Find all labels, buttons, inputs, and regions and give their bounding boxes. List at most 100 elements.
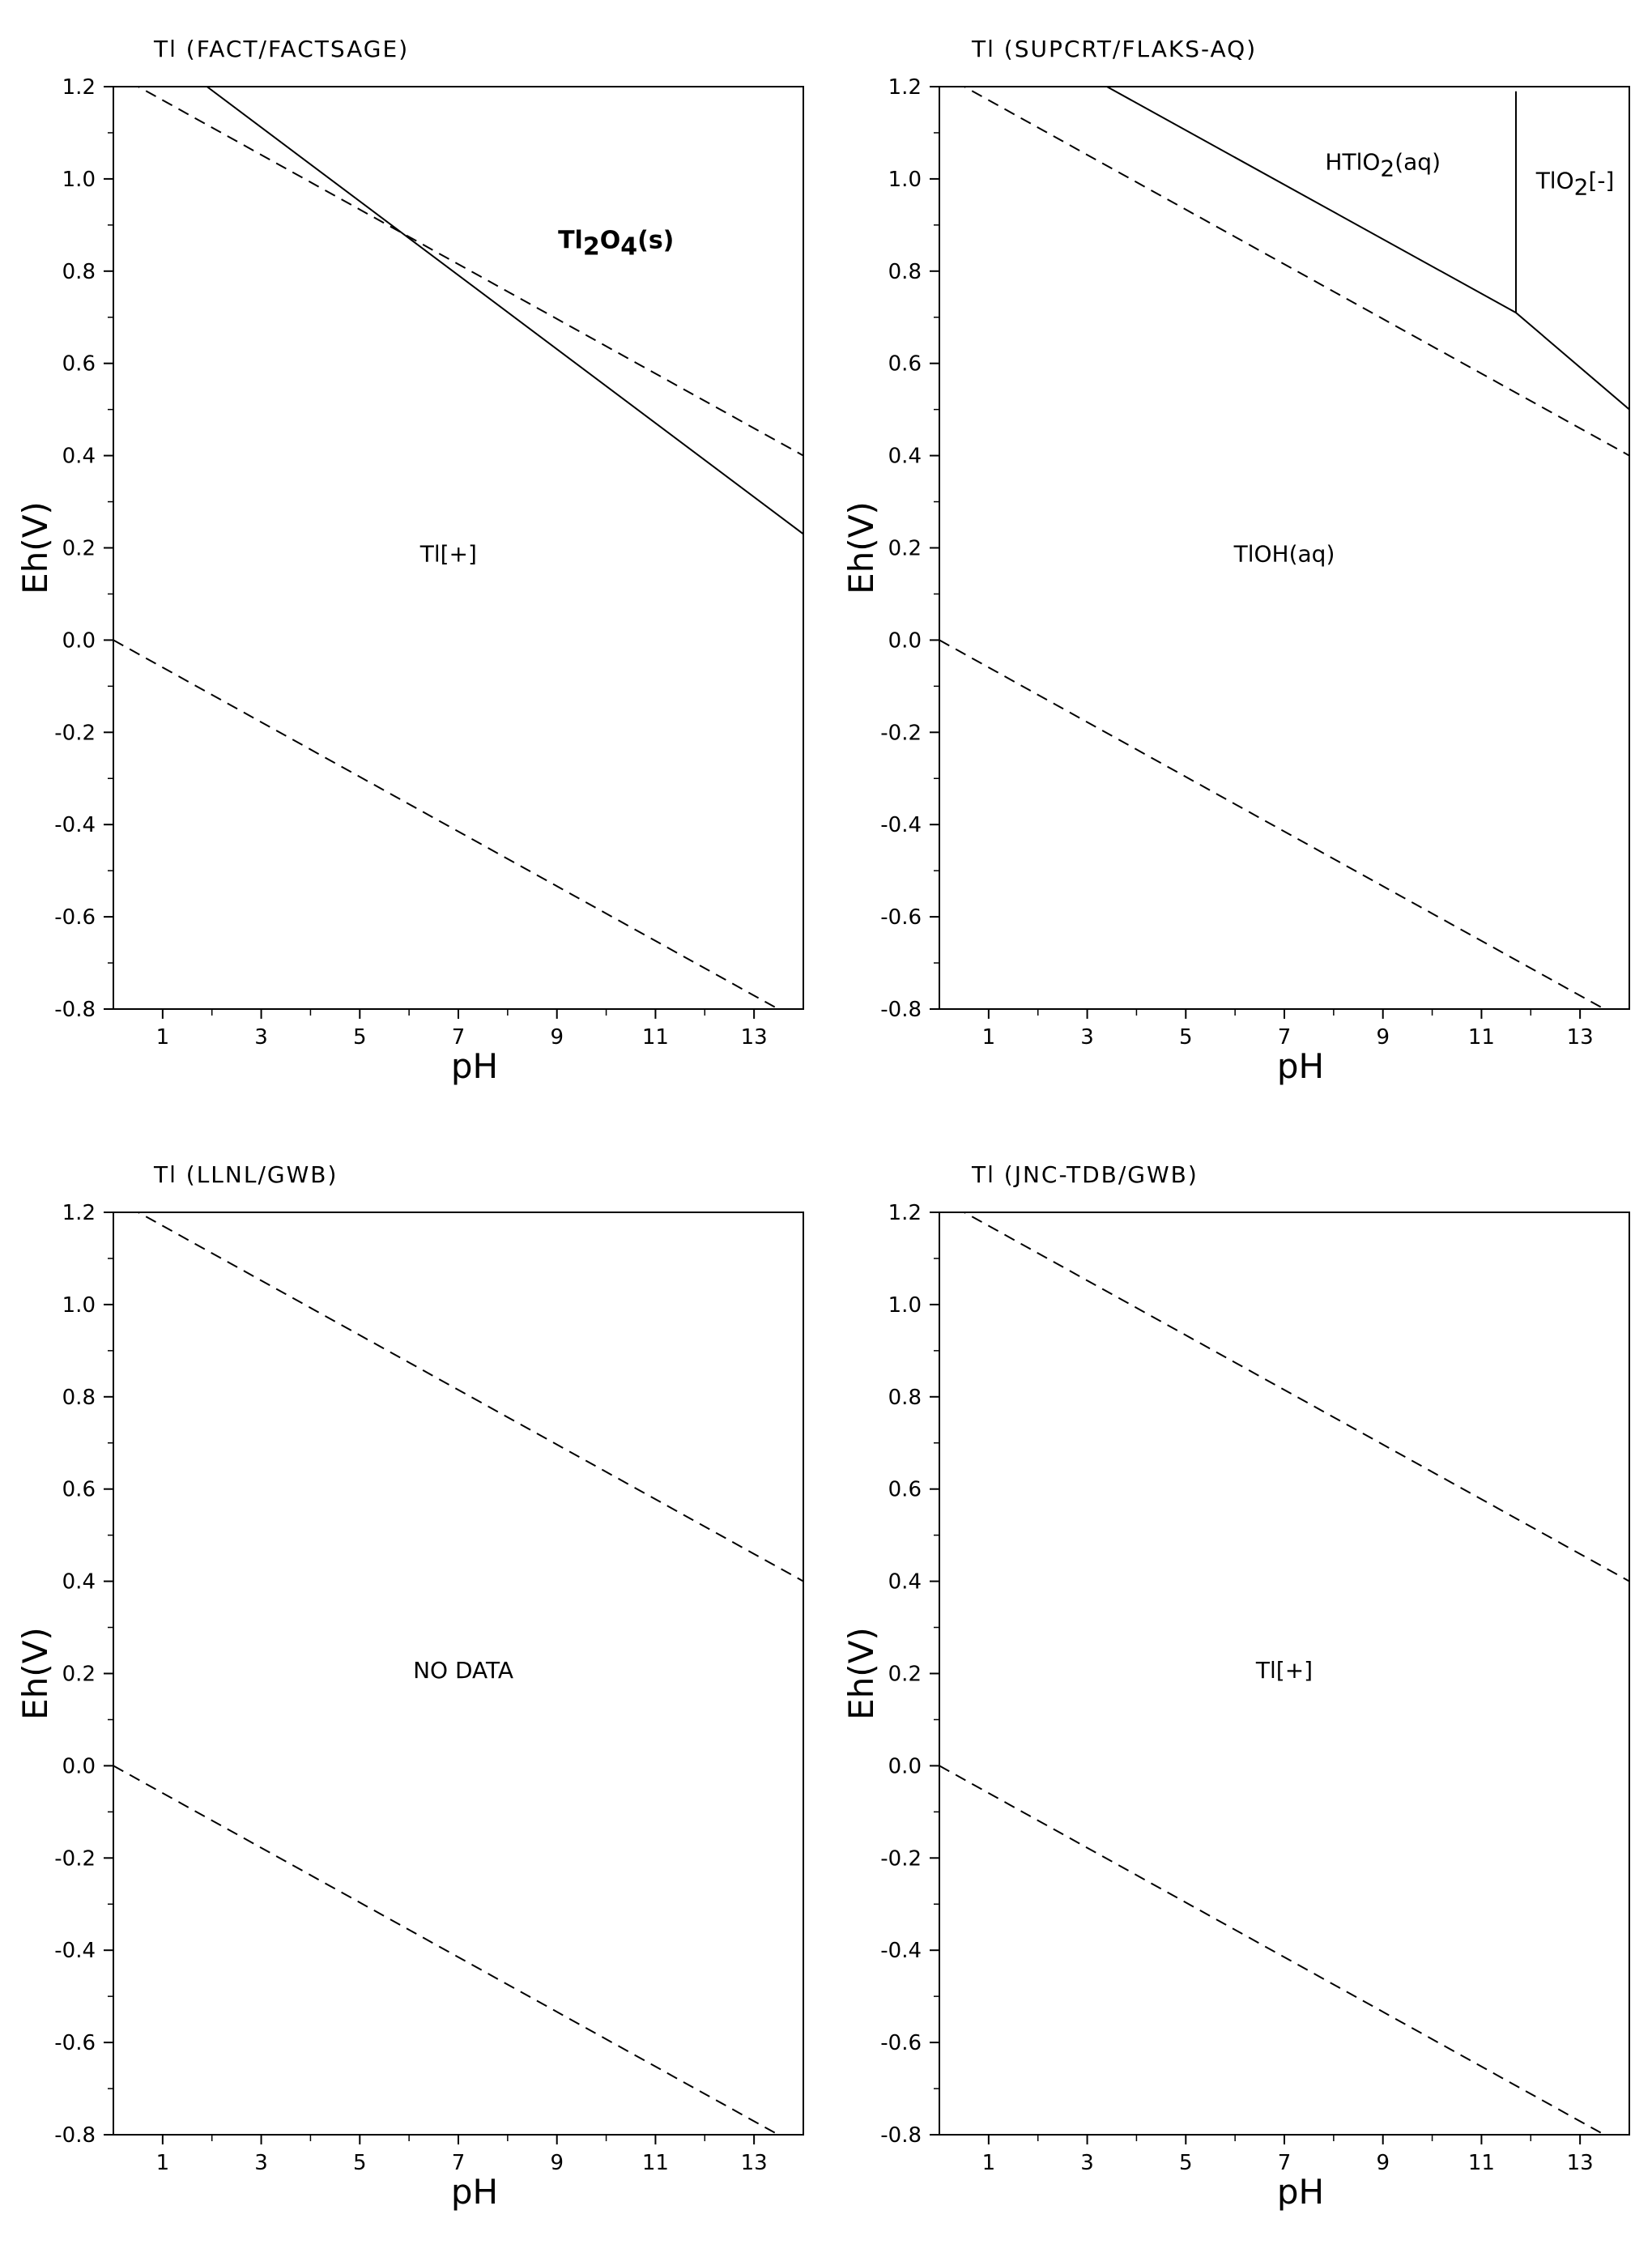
region-label: Tl[+] xyxy=(419,541,477,568)
water-stability-line xyxy=(113,1765,781,2135)
x-tick-label: 7 xyxy=(452,2151,466,2175)
x-tick-label: 1 xyxy=(156,2151,170,2175)
y-tick-label: 0.0 xyxy=(62,1754,96,1778)
y-tick-label: 0.8 xyxy=(62,1386,96,1410)
x-tick-label: 13 xyxy=(741,2151,768,2175)
y-axis-label: Eh(V) xyxy=(841,501,881,594)
y-tick-label: -0.6 xyxy=(54,2031,96,2055)
y-tick-label: 0.0 xyxy=(888,628,922,653)
y-axis-label: Eh(V) xyxy=(15,501,55,594)
x-tick-label: 5 xyxy=(353,1025,367,1050)
chart-panel-4: Tl (JNC-TDB/GWB) 1.2 1.0 0.8 0.6 0.4 0.2 0.0 -0… xyxy=(826,1126,1652,2251)
y-tick-label: 0.2 xyxy=(888,537,922,561)
region-label: Tl[+] xyxy=(1255,1657,1313,1684)
y-tick-label: 1.2 xyxy=(888,75,922,100)
y-tick-label: -0.6 xyxy=(880,2031,922,2055)
y-tick-label: 0.2 xyxy=(888,1663,922,1687)
x-tick-label: 13 xyxy=(1567,2151,1594,2175)
x-axis-label: pH xyxy=(451,1046,498,1086)
y-tick-label: -0.2 xyxy=(54,1846,96,1871)
y-tick-label: 0.6 xyxy=(62,1478,96,1502)
y-tick-label: 1.2 xyxy=(888,1201,922,1225)
y-tick-label: 0.4 xyxy=(62,445,96,469)
y-tick-label: 0.8 xyxy=(888,260,922,284)
chart-title: Tl (SUPCRT/FLAKS-AQ) xyxy=(972,36,1258,62)
y-tick-label: -0.8 xyxy=(880,2123,922,2148)
chart-plot: 1.21.00.80.60.40.20.0-0.2-0.4-0.6-0.81 3 5… xyxy=(15,1201,804,2212)
y-tick-label: -0.8 xyxy=(54,2123,96,2148)
chart-title: Tl (LLNL/GWB) xyxy=(154,1161,338,1188)
chart-plot: 1.21.00.80.60.40.20.0-0.2-0.4-0.6-0.81 3 5… xyxy=(841,1201,1630,2212)
y-tick-label: -0.4 xyxy=(54,813,96,837)
x-tick-label: 3 xyxy=(254,2151,268,2175)
y-tick-label: 0.8 xyxy=(62,260,96,284)
region-label: HTlO2(aq) xyxy=(1325,149,1441,182)
region-label: Tl2O4(s) xyxy=(558,226,674,261)
x-tick-label: 11 xyxy=(1468,2151,1495,2175)
x-tick-label: 1 xyxy=(156,1025,170,1050)
x-axis-label: pH xyxy=(451,2172,498,2212)
chart-panel-3: Tl (LLNL/GWB) 1.2 1.0 0.8 0.6 0.4 0.2 0.0 -0.2 -… xyxy=(0,1126,826,2251)
water-stability-line xyxy=(962,1212,1629,1582)
x-tick-label: 3 xyxy=(1080,1025,1094,1050)
chart-title: Tl (JNC-TDB/GWB) xyxy=(972,1161,1199,1188)
y-tick-label: -0.4 xyxy=(880,813,922,837)
x-tick-label: 5 xyxy=(353,2151,367,2175)
water-stability-line xyxy=(939,639,1607,1009)
water-stability-line xyxy=(136,1212,803,1582)
y-tick-label: 0.0 xyxy=(888,1754,922,1778)
y-tick-label: 0.6 xyxy=(62,352,96,377)
y-tick-label: 0.6 xyxy=(888,1478,922,1502)
y-tick-label: -0.2 xyxy=(880,1846,922,1871)
x-tick-label: 7 xyxy=(1278,2151,1292,2175)
y-tick-label: 1.0 xyxy=(888,1293,922,1318)
y-tick-label: -0.2 xyxy=(54,721,96,745)
y-tick-label: 0.4 xyxy=(888,445,922,469)
y-tick-label: -0.8 xyxy=(880,998,922,1022)
y-tick-label: 1.0 xyxy=(888,168,922,192)
y-tick-label: -0.4 xyxy=(54,1939,96,1963)
y-tick-label: -0.6 xyxy=(54,905,96,930)
region-label: NO DATA xyxy=(413,1657,513,1684)
x-tick-label: 9 xyxy=(1376,2151,1390,2175)
x-tick-label: 3 xyxy=(1080,2151,1094,2175)
x-tick-label: 11 xyxy=(642,2151,669,2175)
x-tick-label: 5 xyxy=(1179,1025,1193,1050)
y-tick-label: -0.8 xyxy=(54,998,96,1022)
y-tick-label: 1.0 xyxy=(62,168,96,192)
y-tick-label: 0.6 xyxy=(888,352,922,377)
chart-panel-1: Tl (FACT/FACTSAGE) 1.2 1.0 0.8 0.6 0.4 0.2 0.0… xyxy=(0,0,826,1126)
water-stability-line xyxy=(962,87,1629,457)
region-label: TlOH(aq) xyxy=(1233,541,1335,568)
y-tick-label: 1.2 xyxy=(62,1201,96,1225)
x-tick-label: 5 xyxy=(1179,2151,1193,2175)
y-tick-label: 0.2 xyxy=(62,1663,96,1687)
y-tick-label: -0.6 xyxy=(880,905,922,930)
water-stability-line xyxy=(113,639,781,1009)
chart-plot: 1.21.00.80.60.40.20.0-0.2-0.4-0.6-0.81 3 5… xyxy=(15,75,804,1086)
x-tick-label: 9 xyxy=(550,2151,564,2175)
y-tick-label: 0.2 xyxy=(62,537,96,561)
x-tick-label: 13 xyxy=(1567,1025,1594,1050)
y-tick-label: 1.0 xyxy=(62,1293,96,1318)
x-tick-label: 7 xyxy=(452,1025,466,1050)
x-axis-label: pH xyxy=(1277,2172,1324,2212)
x-tick-label: 11 xyxy=(642,1025,669,1050)
y-tick-label: -0.2 xyxy=(880,721,922,745)
x-axis-label: pH xyxy=(1277,1046,1324,1086)
y-axis-label: Eh(V) xyxy=(841,1627,881,1720)
x-tick-label: 9 xyxy=(550,1025,564,1050)
x-tick-label: 1 xyxy=(982,1025,996,1050)
y-tick-label: 0.0 xyxy=(62,628,96,653)
chart-plot: 1.21.00.80.60.40.20.0-0.2-0.4-0.6-0.81 3 5… xyxy=(841,75,1630,1086)
region-label: TlO2[-] xyxy=(1535,167,1615,200)
x-tick-label: 13 xyxy=(741,1025,768,1050)
y-tick-label: 0.4 xyxy=(62,1570,96,1595)
boundary-line xyxy=(206,87,803,535)
y-tick-label: 0.4 xyxy=(888,1570,922,1595)
y-axis-label: Eh(V) xyxy=(15,1627,55,1720)
water-stability-line xyxy=(939,1765,1607,2135)
chart-panel-2: Tl (SUPCRT/FLAKS-AQ) 1.2 1.0 0.8 0.6 0.4 0.2 0… xyxy=(826,0,1652,1126)
x-tick-label: 1 xyxy=(982,2151,996,2175)
y-tick-label: 0.8 xyxy=(888,1386,922,1410)
